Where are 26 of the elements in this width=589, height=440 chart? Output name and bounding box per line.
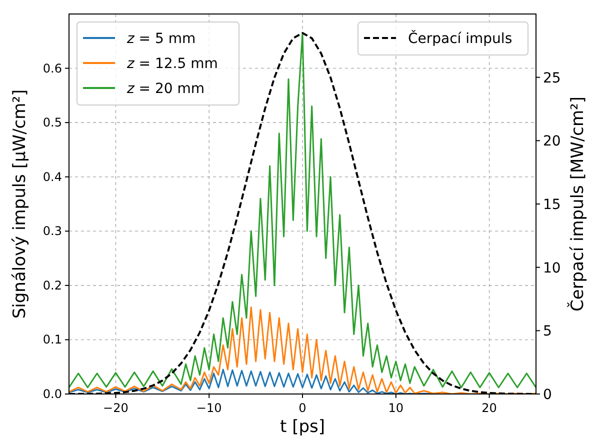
y2-tick-label: 20	[543, 134, 561, 150]
y2-tick-label: 0	[543, 387, 552, 403]
y2-tick-label: 25	[543, 70, 561, 86]
y-tick-label: 0.2	[42, 278, 62, 292]
legend-label: Čerpací impuls	[408, 30, 512, 47]
y-tick-label: 0.1	[42, 332, 62, 347]
y-tick-label: 0.4	[42, 170, 62, 184]
legend-label: z = 12.5 mm	[126, 56, 218, 72]
y2-tick-label: 5	[543, 324, 552, 340]
y-tick-label: 0.6	[42, 61, 62, 76]
y-tick-label: 0.5	[42, 116, 62, 130]
x-tick-label: 10	[388, 401, 404, 415]
x-axis-title: t [ps]	[280, 417, 325, 437]
y-tick-label: 0.3	[42, 224, 62, 238]
line-series	[69, 306, 536, 394]
x-tick-label: 0	[298, 401, 306, 415]
y2-tick-label: 15	[543, 197, 561, 213]
x-tick-label: −10	[196, 401, 222, 415]
legend-label: z = 5 mm	[126, 31, 196, 47]
y-axis-title: Signálový impuls [μW/cm²]	[10, 89, 30, 319]
x-tick-label: −20	[103, 401, 128, 415]
y-tick-label: 0.0	[42, 387, 62, 401]
legend-label: z = 20 mm	[126, 81, 205, 97]
y2-axis-title: Čerpací impuls [MW/cm²]	[567, 96, 588, 312]
x-tick-label: 20	[482, 401, 497, 415]
y2-tick-label: 10	[543, 260, 561, 276]
